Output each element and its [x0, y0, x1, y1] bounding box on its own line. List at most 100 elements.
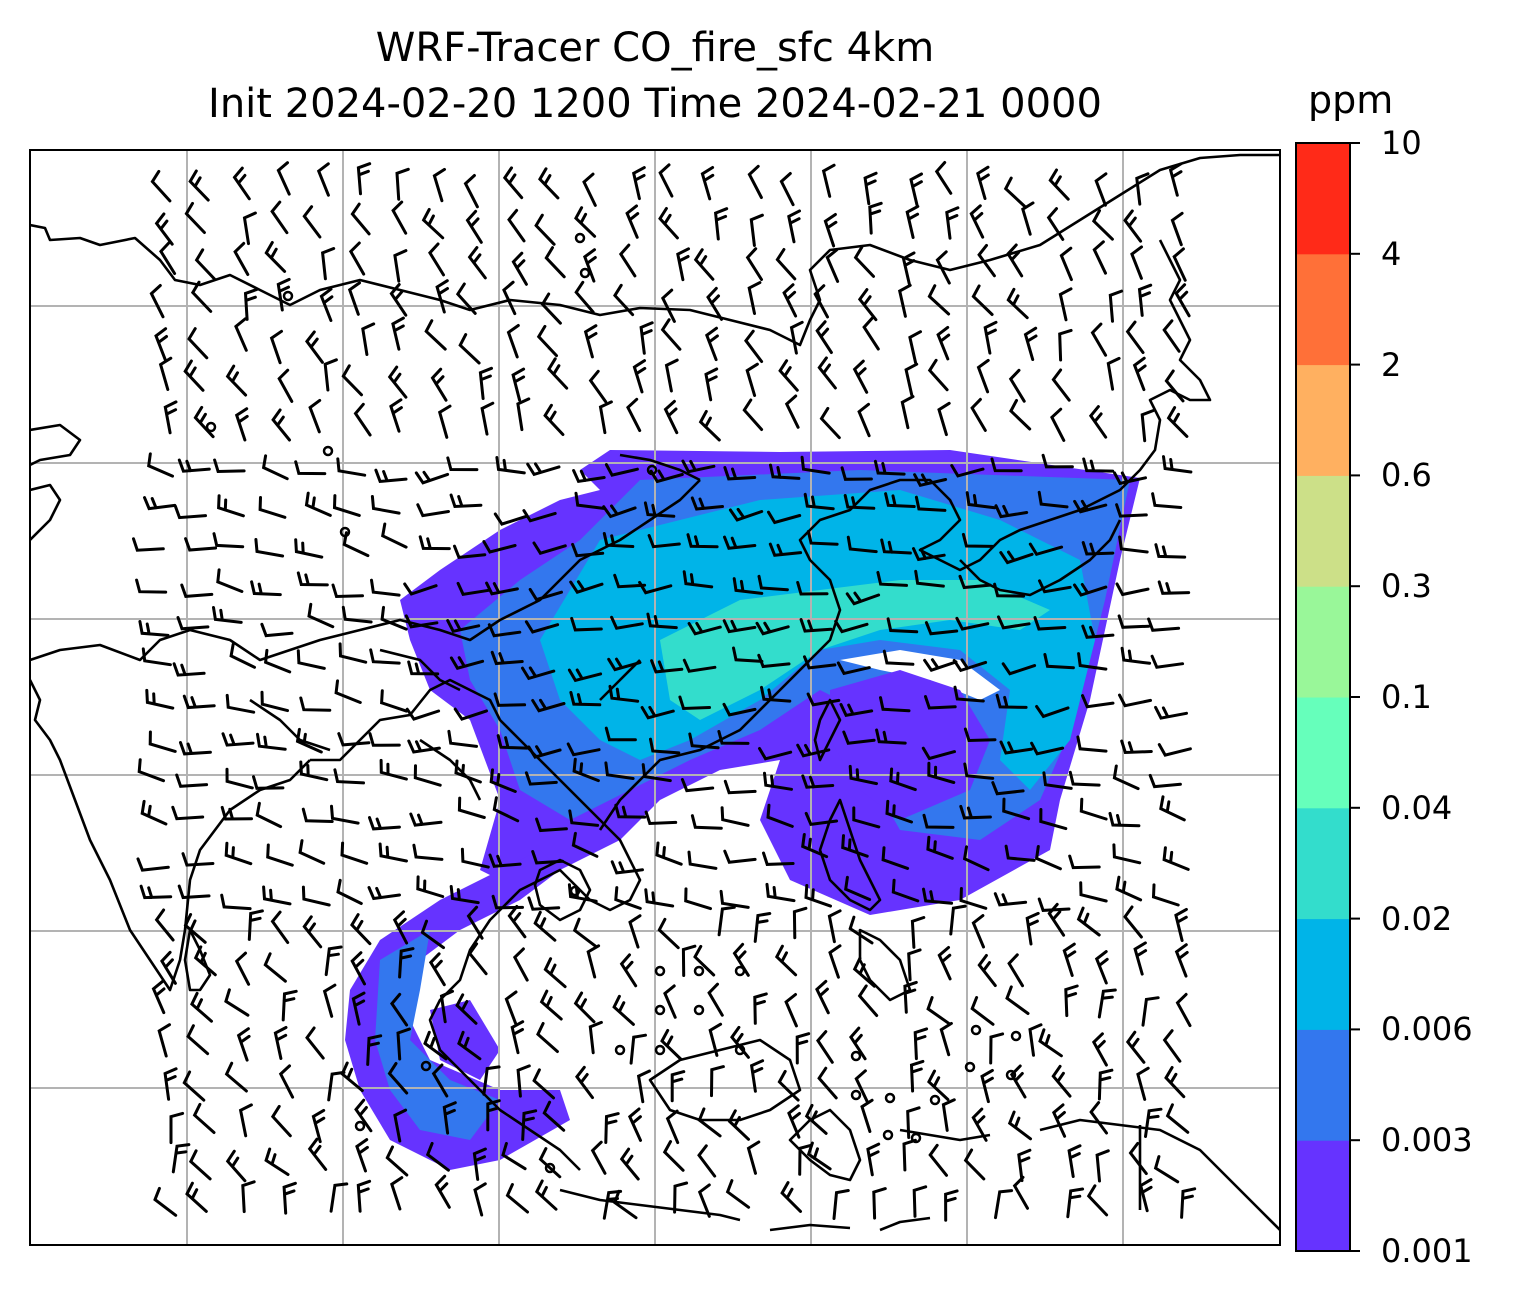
wind-barb [1165, 1103, 1190, 1134]
wind-barb [993, 582, 1026, 598]
colorbar-band [1296, 807, 1350, 920]
wind-barb [236, 1027, 251, 1062]
wind-barb [650, 659, 684, 674]
wind-barb [381, 522, 408, 549]
map-plot-area [30, 150, 1280, 1245]
wind-barb [852, 359, 869, 394]
wind-barb [816, 1030, 834, 1064]
wind-barb [566, 742, 601, 757]
wind-barb [1067, 1144, 1082, 1178]
wind-barb [852, 806, 881, 829]
wind-barb [457, 796, 486, 819]
calm-wind-marker [654, 1044, 666, 1056]
wind-barb [598, 400, 613, 435]
wind-barb [680, 778, 715, 793]
wind-barb [263, 952, 287, 983]
wind-barb [697, 1107, 722, 1138]
wind-barb [247, 909, 264, 941]
wind-barb [1062, 942, 1077, 977]
wind-barb [391, 316, 405, 351]
wind-barb [1002, 797, 1031, 821]
wind-barb [311, 1108, 326, 1144]
wind-barb [912, 1185, 928, 1218]
plume-level-4 [660, 580, 1050, 720]
wind-barb [480, 401, 495, 436]
wind-barb [340, 1061, 364, 1093]
wind-barb [1076, 735, 1108, 753]
wind-barb [526, 462, 561, 477]
wind-barb [225, 1149, 247, 1183]
wind-barb [1117, 614, 1151, 629]
wind-barb [1050, 407, 1066, 442]
wind-barb [521, 1109, 538, 1141]
wind-barb [901, 251, 916, 286]
calm-wind-marker [1010, 1030, 1022, 1042]
wind-barb [723, 779, 757, 795]
wind-barb [995, 693, 1028, 709]
calm-wind-marker [882, 1129, 894, 1141]
wind-barb [660, 288, 676, 323]
wind-barb [955, 616, 990, 631]
wind-barb [926, 996, 951, 1026]
wind-barb [749, 1059, 765, 1093]
wind-barb [927, 358, 949, 392]
wind-barb [804, 884, 832, 908]
wind-barb [697, 1183, 711, 1218]
wind-barb [753, 912, 772, 943]
wind-barb [710, 1065, 725, 1098]
wind-barb [332, 494, 361, 517]
wind-barb [506, 324, 520, 359]
calm-wind-marker [884, 1092, 896, 1104]
wind-barb [886, 617, 919, 634]
wind-barb [1108, 289, 1124, 323]
wind-barb [413, 764, 442, 787]
wind-barb [1166, 406, 1189, 438]
wind-barb [270, 1104, 292, 1138]
wind-barb [727, 1109, 750, 1141]
wind-barb [969, 204, 985, 239]
wind-barb [250, 580, 282, 597]
calm-wind-marker [734, 1044, 746, 1056]
wind-barb [639, 321, 654, 355]
wind-barb [568, 809, 600, 827]
calm-wind-marker [579, 267, 591, 279]
wind-barb [1004, 844, 1036, 862]
wind-barb [707, 982, 724, 1017]
wind-barb [852, 956, 876, 988]
map-title-line-2: Init 2024-02-20 1200 Time 2024-02-21 000… [208, 81, 1102, 127]
wind-barb [676, 247, 690, 282]
plume-south-inner [430, 1000, 500, 1080]
colorbar-unit-label: ppm [1308, 78, 1394, 122]
wind-barb [604, 1112, 620, 1144]
wind-barb [903, 980, 918, 1014]
wind-barb [670, 1070, 686, 1103]
wind-barb [803, 655, 837, 670]
wind-barb [608, 684, 640, 703]
wind-barb [765, 882, 796, 903]
wind-barb [848, 915, 874, 945]
wind-barb [708, 1022, 723, 1057]
wind-barb [673, 1181, 689, 1214]
wind-barb [1174, 907, 1188, 942]
wind-barb [944, 1189, 959, 1222]
wind-barb [848, 764, 878, 786]
wind-barb [1125, 320, 1145, 354]
wind-barb [958, 574, 992, 590]
wind-barb [909, 1059, 925, 1093]
wind-barb [868, 201, 883, 235]
wind-barb [186, 1024, 210, 1056]
wind-barb [1135, 172, 1150, 206]
wind-barb [316, 162, 330, 197]
wind-barb [502, 280, 517, 316]
wind-barb [458, 333, 481, 365]
wind-barb [1039, 808, 1068, 831]
wind-barb [1115, 582, 1150, 597]
wind-barb [619, 953, 638, 988]
wind-barb [234, 317, 248, 352]
wind-barb [390, 992, 409, 1027]
wind-barb [163, 1067, 178, 1101]
wind-barb [176, 616, 210, 631]
wind-barb [997, 615, 1031, 630]
wind-barb [543, 957, 567, 989]
wind-barb [928, 1143, 948, 1177]
